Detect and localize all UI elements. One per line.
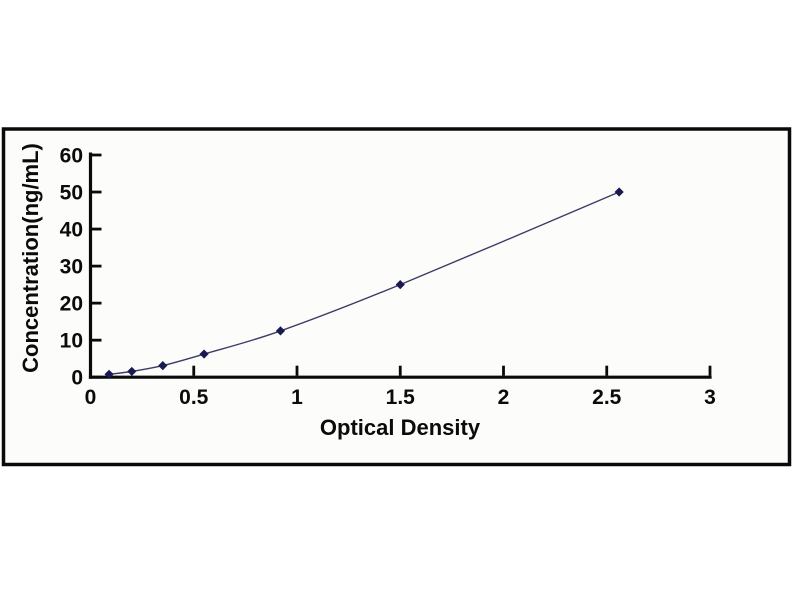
y-tick-label: 40 [60,219,83,242]
y-tick-label: 60 [60,145,83,168]
x-tick-label: 2.5 [592,386,622,409]
x-tick-label: 1 [291,386,303,409]
x-tick-label: 2 [498,386,510,409]
x-tick-label: 1.5 [386,386,416,409]
x-axis-title: Optical Density [320,415,481,440]
data-point-marker [158,361,168,371]
y-tick-label: 0 [71,367,83,390]
y-axis-title: Concentration(ng/mL) [18,143,43,373]
x-tick-label: 0.5 [179,386,209,409]
data-point-marker [614,187,624,197]
x-tick-label: 3 [704,386,716,409]
y-tick-label: 20 [60,293,83,316]
data-point-marker [275,326,286,336]
data-point-marker [104,369,114,379]
data-point-marker [199,349,209,359]
y-tick-label: 30 [60,256,83,279]
y-tick-label: 10 [60,330,83,353]
y-tick-label: 50 [60,182,83,205]
standard-curve-line [108,191,620,376]
data-point-marker [127,366,137,377]
data-point-marker [395,280,405,290]
x-tick-label: 0 [85,386,97,409]
chart-frame [1,127,792,467]
